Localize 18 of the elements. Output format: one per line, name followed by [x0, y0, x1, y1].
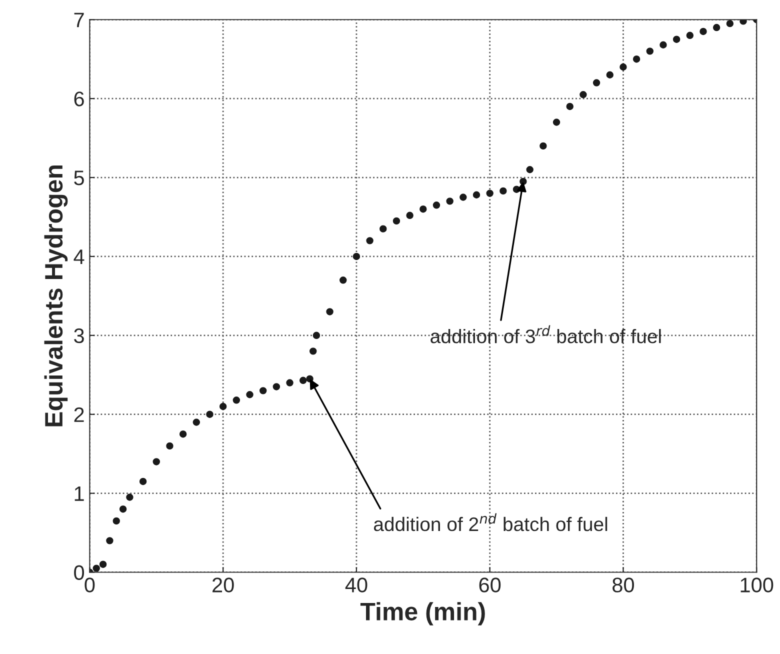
annotation: addition of 2$^{nd}$ batch of fuel — [374, 513, 608, 532]
x-axis-title: Time (min) — [360, 602, 485, 626]
annotation: addition of 3$^{rd}$ batch of fuel — [430, 325, 661, 344]
x-tick-label: 60 — [479, 578, 501, 592]
y-tick-label: 0 — [74, 565, 84, 580]
y-tick-label: 7 — [74, 12, 84, 28]
y-axis-title: Equivalents Hydrogen — [44, 166, 68, 426]
x-tick-label: 40 — [345, 578, 368, 592]
x-tick-label: 80 — [612, 578, 634, 592]
y-tick-label: 2 — [74, 407, 84, 422]
x-tick-label: 20 — [212, 578, 234, 592]
y-tick-label: 1 — [74, 486, 84, 501]
x-tick-label: 100 — [740, 578, 774, 592]
y-tick-label: 6 — [74, 92, 84, 106]
y-tick-label: 4 — [74, 250, 84, 264]
y-tick-label: 3 — [74, 328, 84, 344]
x-tick-label: 0 — [84, 578, 95, 592]
y-tick-label: 5 — [74, 170, 84, 186]
